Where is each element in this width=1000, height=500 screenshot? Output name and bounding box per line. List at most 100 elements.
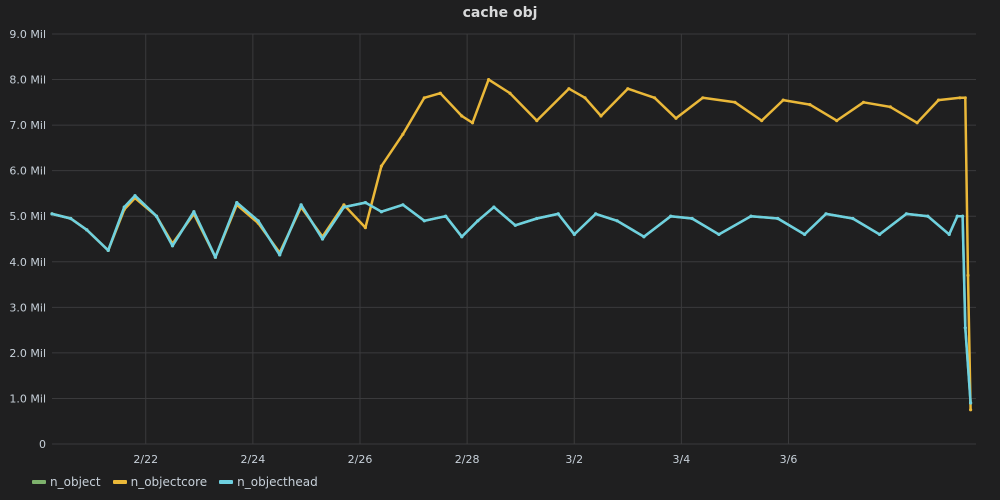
data-point-n-objecthead — [213, 255, 217, 259]
y-tick-label: 9.0 Mil — [9, 28, 46, 41]
data-point-n-objecthead — [904, 212, 909, 216]
data-point-n-objectcore — [701, 96, 705, 100]
data-point-n-objecthead — [50, 212, 54, 216]
data-point-n-objecthead — [278, 253, 282, 257]
series-line-n-object — [50, 194, 972, 405]
data-point-n-objectcore — [861, 100, 866, 104]
data-point-n-objectcore — [460, 114, 464, 118]
data-point-n-objecthead — [513, 223, 517, 227]
panel-title[interactable]: cache obj — [462, 5, 538, 21]
data-point-n-objectcore — [674, 116, 678, 120]
y-tick-label: 5.0 Mil — [9, 210, 46, 223]
data-point-n-objectcore — [583, 96, 587, 100]
data-point-n-objecthead — [320, 237, 325, 241]
data-point-n-objectcore — [835, 119, 839, 123]
legend-item-n-objectcore[interactable]: n_objectcore — [112, 475, 208, 489]
data-point-n-objectcore — [422, 96, 426, 100]
legend-item-n-objecthead[interactable]: n_objecthead — [219, 475, 318, 489]
data-point-n-objecthead — [444, 214, 448, 218]
data-point-n-objecthead — [961, 214, 965, 218]
y-tick-label: 2.0 Mil — [9, 347, 46, 360]
data-point-n-objectcore — [969, 408, 973, 412]
data-point-n-objectcore — [915, 121, 919, 125]
data-point-n-objectcore — [363, 226, 367, 230]
data-point-n-objecthead — [824, 212, 828, 216]
data-point-n-objecthead — [235, 201, 239, 205]
data-point-n-objecthead — [717, 232, 721, 236]
data-point-n-objectcore — [342, 203, 346, 207]
data-point-n-objecthead — [803, 232, 807, 236]
x-tick-label: 2/22 — [133, 453, 158, 466]
data-point-n-objectcore — [733, 100, 737, 104]
data-point-n-objecthead — [690, 216, 694, 221]
data-point-n-objecthead — [572, 232, 576, 236]
data-point-n-objecthead — [947, 232, 951, 236]
legend-swatch-n-objecthead — [219, 480, 234, 484]
data-point-n-objectcore — [470, 121, 475, 125]
data-point-n-objecthead — [106, 248, 110, 252]
y-tick-label: 3.0 Mil — [9, 301, 46, 314]
data-point-n-objectcore — [438, 91, 442, 95]
legend-swatch-n-object — [32, 480, 46, 484]
x-tick-label: 3/4 — [673, 453, 691, 466]
data-point-n-objecthead — [669, 214, 673, 218]
data-point-n-objectcore — [508, 91, 512, 95]
data-point-n-objecthead — [401, 203, 405, 207]
legend-label-n-object: n_object — [50, 475, 101, 489]
data-point-n-objecthead — [154, 214, 159, 218]
data-point-n-objectcore — [936, 98, 941, 102]
legend-label-n-objectcore: n_objectcore — [130, 475, 208, 489]
data-point-n-objecthead — [192, 210, 196, 214]
chart-legend: n_object n_objectcore n_objecthead — [32, 475, 318, 489]
y-tick-label: 8.0 Mil — [9, 74, 46, 87]
data-point-n-objecthead — [556, 212, 560, 216]
series-line-n-objectcore — [50, 78, 972, 412]
data-point-n-objecthead — [955, 214, 959, 218]
y-tick-label: 4.0 Mil — [9, 256, 46, 269]
data-point-n-objecthead — [256, 219, 260, 223]
data-point-n-objecthead — [926, 214, 930, 218]
data-point-n-objecthead — [749, 214, 753, 218]
data-point-n-objectcore — [626, 87, 630, 91]
data-point-n-objecthead — [878, 232, 882, 236]
y-tick-label: 0 — [39, 438, 46, 451]
data-point-n-objecthead — [422, 219, 426, 223]
data-point-n-objectcore — [653, 96, 657, 100]
data-point-n-objecthead — [615, 219, 619, 223]
data-point-n-objectcore — [781, 98, 785, 102]
data-point-n-objecthead — [642, 235, 646, 239]
x-tick-label: 2/26 — [348, 453, 373, 466]
x-tick-label: 2/28 — [455, 453, 480, 466]
data-point-n-objecthead — [122, 205, 126, 209]
data-point-n-objecthead — [851, 216, 855, 221]
data-point-n-objectcore — [535, 119, 539, 123]
data-point-n-objectcore — [808, 103, 812, 107]
data-point-n-objecthead — [299, 203, 303, 207]
data-point-n-objecthead — [492, 205, 496, 209]
data-point-n-objectcore — [487, 78, 491, 82]
data-point-n-objecthead — [776, 216, 780, 221]
legend-swatch-n-objectcore — [112, 480, 127, 484]
data-point-n-objecthead — [594, 212, 598, 216]
data-point-n-objectcore — [567, 87, 571, 91]
data-point-n-objectcore — [963, 96, 967, 100]
data-point-n-objecthead — [133, 194, 137, 198]
data-point-n-objecthead — [460, 235, 464, 239]
data-point-n-objecthead — [969, 401, 973, 405]
data-point-n-objecthead — [476, 219, 480, 223]
y-tick-label: 7.0 Mil — [9, 119, 46, 132]
data-point-n-objecthead — [170, 244, 175, 248]
data-point-n-objectcore — [958, 96, 962, 100]
y-tick-label: 1.0 Mil — [9, 392, 46, 405]
data-point-n-objecthead — [963, 326, 967, 330]
legend-item-n-object[interactable]: n_object — [32, 475, 101, 489]
legend-label-n-objecthead: n_objecthead — [237, 475, 318, 489]
series-line-n-objecthead — [50, 194, 972, 405]
data-point-n-objectcore — [966, 273, 970, 277]
data-point-n-objecthead — [363, 201, 367, 205]
data-point-n-objecthead — [85, 228, 89, 232]
x-tick-label: 2/24 — [241, 453, 266, 466]
data-point-n-objecthead — [342, 205, 346, 209]
x-tick-label: 3/6 — [780, 453, 798, 466]
